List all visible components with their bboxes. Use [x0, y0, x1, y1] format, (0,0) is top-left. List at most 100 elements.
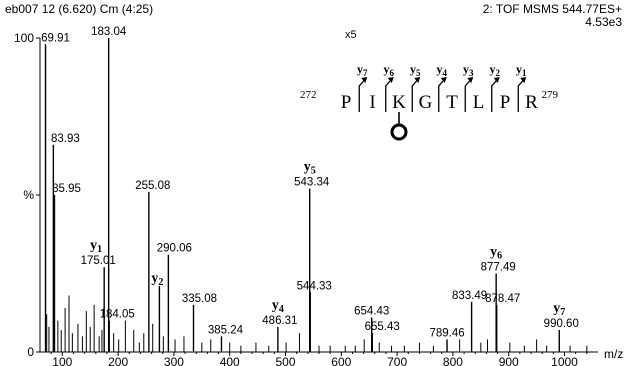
ion-label-base: y — [272, 298, 279, 313]
fragment-label: y7 — [357, 62, 368, 78]
fragment-label-base: y — [384, 62, 390, 76]
peak-label: 255.08 — [135, 180, 170, 192]
peak-label: 877.49 — [481, 262, 516, 274]
peak-label: 990.60 — [544, 318, 579, 330]
ion-label-sub: 7 — [560, 307, 565, 318]
x-tick-label: 100 — [52, 355, 72, 366]
sequence-residue: P — [341, 92, 352, 113]
x-tick-label: 600 — [331, 355, 351, 366]
peak-label: 85.95 — [52, 183, 81, 195]
peak-label: 83.93 — [51, 133, 80, 145]
fragment-label: y2 — [490, 62, 501, 78]
fragment-label: y4 — [437, 62, 448, 78]
sequence-residue: R — [525, 92, 538, 113]
ion-label: y1 — [90, 238, 102, 255]
peak-label: 69.91 — [41, 32, 70, 44]
x-tick-label: 500 — [276, 355, 296, 366]
x-tick-label: 800 — [443, 355, 463, 366]
fragment-label-base: y — [437, 62, 443, 76]
sequence-end-number: 279 — [542, 89, 559, 101]
ion-label: y2 — [151, 271, 163, 288]
fragment-label-base: y — [463, 62, 469, 76]
fragment-arrowhead — [520, 77, 527, 83]
peak-labels: 69.91 83.93 85.95 175.01 183.04 184.05 255.08 2… — [41, 26, 579, 339]
spectrum-header-right-2: 4.53e3 — [585, 15, 622, 29]
ion-label: y4 — [272, 298, 284, 315]
zoom-marker: x5 — [345, 29, 357, 41]
x-tick-label: 400 — [220, 355, 240, 366]
ion-label-sub: 5 — [311, 166, 316, 177]
fragment-arrowhead — [361, 77, 368, 83]
sequence-residue: P — [500, 92, 511, 113]
fragment-label-sub: 6 — [390, 68, 395, 78]
spectrum-header-left: eb007 12 (6.620) Cm (4:25) — [5, 2, 153, 16]
x-tick-label: 900 — [499, 355, 519, 366]
peak-label: 290.06 — [157, 243, 192, 255]
ion-label-sub: 6 — [497, 251, 502, 262]
ion-label-base: y — [490, 245, 497, 260]
fragment-label-base: y — [410, 62, 416, 76]
sequence-residue: G — [419, 92, 433, 113]
peak-label: 654.43 — [354, 305, 389, 317]
ion-label-base: y — [553, 301, 560, 316]
ion-label: y6 — [490, 245, 502, 262]
fragment-label: y3 — [463, 62, 474, 78]
x-tick-label: 200 — [108, 355, 128, 366]
peak-label: 175.01 — [81, 255, 116, 267]
sequence-start-number: 272 — [300, 89, 317, 101]
fragment-arrowhead — [387, 77, 394, 83]
ion-label: y7 — [553, 301, 565, 318]
peak-label: 544.33 — [297, 280, 332, 292]
y-tick-label: % — [23, 188, 34, 202]
fragment-label: y5 — [410, 62, 421, 78]
fragment-bracket — [491, 77, 500, 112]
x-tick-label: 700 — [387, 355, 407, 366]
ion-label-base: y — [151, 271, 158, 286]
ion-label-sub: 4 — [279, 304, 284, 315]
fragment-label-sub: 5 — [416, 68, 421, 78]
sequence-residue: K — [392, 92, 406, 113]
fragment-bracket — [438, 77, 447, 112]
labeled-peaks — [44, 38, 560, 352]
y-tick-label: 100 — [14, 31, 34, 45]
ion-label-sub: 1 — [97, 244, 102, 255]
noise-peaks — [46, 295, 588, 352]
fragment-arrowhead — [440, 77, 447, 83]
fragment-label-base: y — [516, 62, 522, 76]
x-axis-label: m/z — [604, 347, 623, 361]
fragment-arrowhead — [467, 77, 474, 83]
fragment-label-sub: 4 — [443, 68, 448, 78]
peak-label: 335.08 — [182, 293, 217, 305]
peak-label: 789.46 — [429, 327, 464, 339]
sequence-residue: L — [473, 92, 485, 113]
x-tick-label: 1000 — [551, 355, 578, 366]
peak-label: 543.34 — [294, 177, 330, 189]
peak-label: 833.49 — [452, 290, 487, 302]
fragment-arrowhead — [414, 77, 421, 83]
ion-label: y5 — [304, 160, 316, 177]
fragment-label: y1 — [516, 62, 527, 78]
y-tick-label: 0 — [27, 345, 34, 359]
fragment-label-base: y — [357, 62, 363, 76]
peak-label: 486.31 — [262, 315, 297, 327]
spectrum-header-right-1: 2: TOF MSMS 544.77ES+ — [483, 2, 622, 16]
sequence-residue: T — [446, 92, 458, 113]
x-tick-label: 300 — [164, 355, 184, 366]
modification-ring-icon — [390, 123, 408, 141]
fragment-bracket — [464, 77, 473, 112]
ion-label-sub: 2 — [158, 277, 163, 288]
peak-label: 655.43 — [365, 321, 400, 333]
fragment-arrowhead — [493, 77, 500, 83]
fragment-label: y6 — [384, 62, 395, 78]
fragment-label-sub: 2 — [496, 68, 501, 78]
peak-label: 184.05 — [100, 309, 135, 321]
fragment-label-base: y — [490, 62, 496, 76]
fragment-label-sub: 3 — [469, 68, 474, 78]
axes: 100% 0 100 200 300 400 500 600 700 800 900 1000 m/z — [14, 31, 623, 366]
ion-label-base: y — [90, 238, 97, 253]
fragment-label-sub: 7 — [363, 68, 368, 78]
peak-label: 878.47 — [485, 293, 520, 305]
